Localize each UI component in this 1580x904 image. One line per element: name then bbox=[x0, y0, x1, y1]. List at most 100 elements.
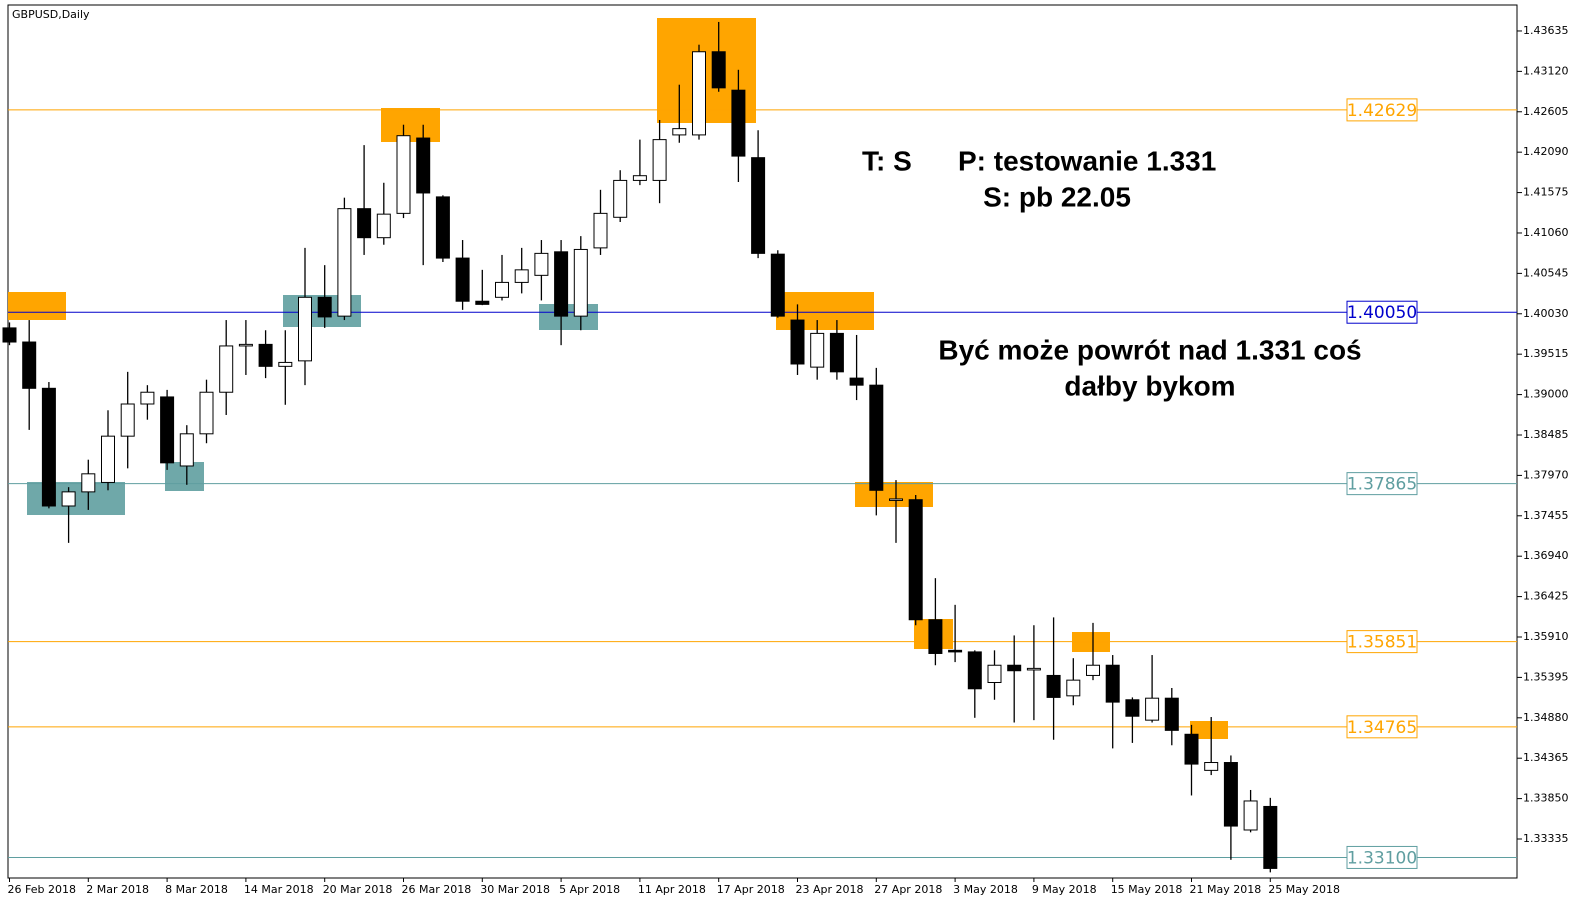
candle-body bbox=[731, 89, 746, 157]
candle-body bbox=[1086, 664, 1100, 676]
y-tick-label: 1.33850 bbox=[1523, 792, 1569, 805]
x-tick-label: 15 May 2018 bbox=[1111, 883, 1183, 896]
candle-body bbox=[889, 498, 903, 501]
chart-title: GBPUSD,Daily bbox=[12, 8, 90, 21]
level-label-box bbox=[1346, 472, 1418, 496]
level-label: 1.33100 bbox=[1347, 848, 1417, 868]
candle-body bbox=[376, 213, 391, 239]
y-tick-label: 1.34365 bbox=[1523, 751, 1569, 764]
y-tick-label: 1.39515 bbox=[1523, 347, 1569, 360]
candle-body bbox=[258, 343, 273, 367]
candle-body bbox=[199, 391, 214, 435]
zone bbox=[539, 304, 598, 330]
candle-body bbox=[1243, 800, 1258, 831]
candle-body bbox=[869, 384, 884, 491]
y-tick-label: 1.41575 bbox=[1523, 186, 1569, 199]
candle-body bbox=[928, 619, 943, 654]
x-tick-label: 9 May 2018 bbox=[1032, 883, 1097, 896]
x-tick-label: 20 Mar 2018 bbox=[323, 883, 393, 896]
candle-body bbox=[2, 327, 17, 343]
candle-body bbox=[632, 175, 647, 181]
candle-body bbox=[908, 499, 923, 621]
candle-body bbox=[101, 435, 115, 483]
candle-body bbox=[1066, 679, 1081, 697]
candle-body bbox=[1145, 697, 1160, 721]
zone bbox=[1190, 721, 1228, 739]
x-tick-label: 8 Mar 2018 bbox=[165, 883, 228, 896]
candle-body bbox=[61, 491, 76, 507]
candle-body bbox=[1223, 762, 1238, 827]
candle-body bbox=[278, 361, 293, 367]
candle-body bbox=[298, 296, 312, 362]
candle-body bbox=[219, 345, 234, 393]
candle-body bbox=[948, 649, 963, 653]
x-tick-label: 23 Apr 2018 bbox=[796, 883, 864, 896]
candle-body bbox=[357, 208, 372, 239]
candle-body bbox=[238, 343, 253, 347]
candle-body bbox=[1184, 733, 1199, 765]
y-tick-label: 1.36425 bbox=[1523, 590, 1569, 603]
y-tick-label: 1.37455 bbox=[1523, 509, 1569, 522]
x-tick-label: 5 Apr 2018 bbox=[559, 883, 620, 896]
candle-body bbox=[81, 473, 96, 493]
candle-body bbox=[455, 257, 470, 302]
level-label: 1.40050 bbox=[1347, 303, 1417, 323]
y-tick-label: 1.41060 bbox=[1523, 226, 1569, 239]
y-tick-label: 1.36940 bbox=[1523, 549, 1569, 562]
level-label-box bbox=[1346, 98, 1418, 122]
level-label-box bbox=[1346, 300, 1418, 324]
annotation: S: pb 22.05 bbox=[983, 181, 1131, 212]
x-tick-label: 2 Mar 2018 bbox=[86, 883, 149, 896]
plot-frame bbox=[7, 4, 1518, 879]
x-tick-label: 27 Apr 2018 bbox=[874, 883, 942, 896]
level-label-box bbox=[1346, 715, 1418, 739]
x-tick-label: 3 May 2018 bbox=[953, 883, 1018, 896]
level-label: 1.35851 bbox=[1347, 633, 1417, 653]
candle-body bbox=[554, 251, 569, 317]
candle-body bbox=[751, 157, 766, 254]
candle-body bbox=[1125, 699, 1140, 717]
candle-body bbox=[790, 319, 805, 365]
y-tick-label: 1.43120 bbox=[1523, 64, 1569, 77]
y-tick-label: 1.43635 bbox=[1523, 24, 1569, 37]
candle-body bbox=[1007, 664, 1022, 672]
candle-body bbox=[672, 128, 687, 136]
candle-body bbox=[1204, 762, 1219, 771]
x-tick-label: 11 Apr 2018 bbox=[638, 883, 706, 896]
y-tick-label: 1.33335 bbox=[1523, 832, 1569, 845]
level-label-box bbox=[1346, 845, 1418, 869]
x-tick-label: 21 May 2018 bbox=[1190, 883, 1262, 896]
candle-body bbox=[337, 208, 352, 317]
annotation: T: S bbox=[862, 145, 912, 176]
level-label-box bbox=[1346, 630, 1418, 654]
y-tick-label: 1.37970 bbox=[1523, 468, 1569, 481]
x-tick-label: 14 Mar 2018 bbox=[244, 883, 314, 896]
zone bbox=[8, 292, 66, 320]
candle-body bbox=[41, 387, 56, 507]
y-tick-label: 1.35910 bbox=[1523, 630, 1569, 643]
candle-body bbox=[416, 137, 431, 194]
candle-body bbox=[160, 396, 175, 464]
zone bbox=[27, 482, 125, 515]
candle-body bbox=[593, 212, 608, 249]
candle-body bbox=[514, 269, 529, 283]
candle-body bbox=[1026, 667, 1041, 671]
candle-body bbox=[534, 252, 549, 276]
level-label: 1.37865 bbox=[1347, 475, 1417, 495]
x-tick-label: 25 May 2018 bbox=[1268, 883, 1340, 896]
annotation: Być może powrót nad 1.331 coś bbox=[938, 334, 1361, 365]
x-tick-label: 17 Apr 2018 bbox=[717, 883, 785, 896]
level-label: 1.42629 bbox=[1347, 101, 1417, 121]
y-tick-label: 1.35395 bbox=[1523, 670, 1569, 683]
y-tick-label: 1.42605 bbox=[1523, 105, 1569, 118]
candle-body bbox=[711, 51, 726, 89]
y-tick-label: 1.38485 bbox=[1523, 428, 1569, 441]
annotation: P: testowanie 1.331 bbox=[958, 145, 1216, 176]
candle-body bbox=[140, 391, 155, 405]
level-label: 1.34765 bbox=[1347, 718, 1417, 738]
candle-body bbox=[120, 403, 135, 437]
candle-body bbox=[435, 196, 450, 259]
candle-body bbox=[317, 296, 332, 318]
candle-body bbox=[1105, 664, 1120, 703]
